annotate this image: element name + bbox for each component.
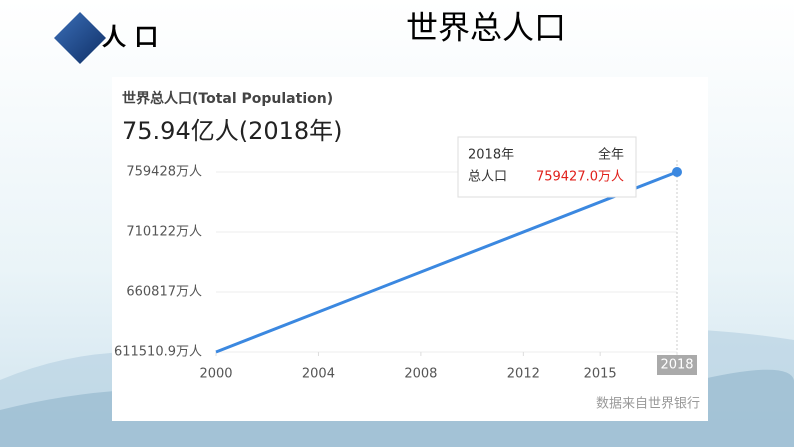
chart-panel — [112, 77, 708, 421]
icon — [54, 12, 106, 64]
x-tick-label: 2012 — [507, 367, 540, 382]
x-tick-label: 2015 — [584, 367, 617, 382]
chart-subtitle: 75.94亿人(2018年) — [122, 117, 343, 145]
point — [672, 167, 682, 178]
section-title: 人 口 — [102, 23, 158, 51]
line — [215, 170, 678, 354]
x-tick-label: 2008 — [404, 367, 437, 382]
tooltip-value: 759427.0万人 — [536, 170, 624, 185]
source: 数据来自世界银行 — [596, 397, 700, 412]
tooltip-period: 全年 — [598, 147, 624, 163]
x-tick-label: 2000 — [199, 367, 232, 382]
chart: 世界总人口(Total Population) 75.94亿人(2018年) 数… — [112, 77, 708, 421]
mountains — [0, 369, 794, 447]
y-tick-label: 710122万人 — [126, 225, 202, 240]
x-tick-label: 2018 — [660, 358, 693, 373]
tooltip-box — [457, 136, 637, 198]
y-tick-label: 759428万人 — [126, 165, 202, 180]
x-tick-label: 2004 — [302, 367, 335, 382]
chart-title: 世界总人口(Total Population) — [122, 90, 333, 107]
slide-title: 世界总人口 — [406, 9, 566, 47]
tooltip-series-name: 总人口 — [468, 170, 507, 185]
y-tick-label: 660817万人 — [126, 284, 202, 299]
tooltip-title: 2018年 — [468, 148, 514, 163]
y-tick-label: 611510.9万人 — [114, 345, 202, 360]
x-tick-highlight — [657, 355, 697, 375]
